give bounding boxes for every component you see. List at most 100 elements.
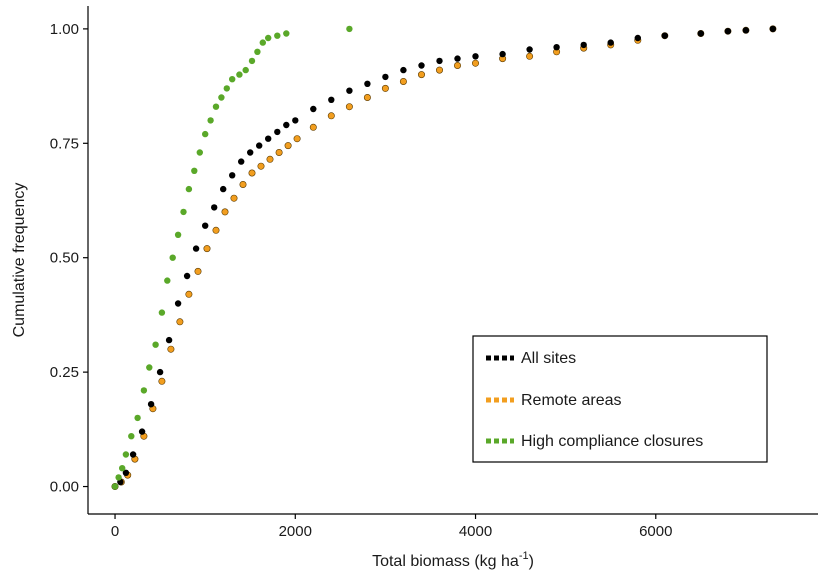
data-point-remote-areas <box>435 66 443 74</box>
data-point-remote-areas <box>176 318 184 326</box>
legend-item-remote-areas: Remote areas <box>486 392 622 409</box>
data-point-all-sites <box>382 73 389 81</box>
data-point-all-sites <box>183 272 191 280</box>
x-axis-title: Total biomass (kg ha-1) <box>372 550 534 570</box>
data-point-all-sites <box>310 105 317 113</box>
data-point-high-compliance-closures <box>223 85 230 92</box>
y-tick-label: 0.50 <box>50 250 79 267</box>
data-point-remote-areas <box>381 84 389 92</box>
data-point-remote-areas <box>266 155 274 163</box>
data-point-high-compliance-closures <box>248 57 256 65</box>
data-point-high-compliance-closures <box>242 66 249 74</box>
data-point-all-sites <box>328 96 335 104</box>
data-point-all-sites <box>156 368 164 376</box>
data-point-remote-areas <box>194 267 202 275</box>
data-point-all-sites <box>346 87 353 94</box>
data-point-high-compliance-closures <box>185 185 193 193</box>
y-tick-label: 0.00 <box>50 479 79 496</box>
data-point-high-compliance-closures <box>119 465 126 472</box>
data-point-high-compliance-closures <box>158 309 166 316</box>
data-point-high-compliance-closures <box>259 39 266 46</box>
legend-label-all-sites: All sites <box>521 350 576 367</box>
data-point-high-compliance-closures <box>254 48 261 55</box>
data-point-all-sites <box>661 32 668 39</box>
data-point-all-sites <box>174 300 182 307</box>
data-point-all-sites <box>238 158 245 165</box>
x-axis-title-main: Total biomass (kg ha <box>372 553 519 570</box>
data-point-remote-areas <box>526 52 534 60</box>
data-point-all-sites <box>436 57 443 65</box>
data-point-high-compliance-closures <box>169 254 176 261</box>
data-point-remote-areas <box>212 226 220 234</box>
data-point-all-sites <box>220 185 227 193</box>
data-point-high-compliance-closures <box>229 76 236 83</box>
data-point-all-sites <box>138 428 146 435</box>
data-point-high-compliance-closures <box>140 387 148 394</box>
data-point-all-sites <box>256 142 263 149</box>
y-tick-label: 0.25 <box>50 364 79 381</box>
data-point-all-sites <box>364 80 371 88</box>
data-point-high-compliance-closures <box>236 71 243 78</box>
data-point-all-sites <box>122 469 130 476</box>
data-point-all-sites <box>265 135 272 142</box>
data-point-high-compliance-closures <box>134 414 141 422</box>
data-point-remote-areas <box>293 135 301 143</box>
data-point-all-sites <box>292 117 299 124</box>
data-point-all-sites <box>742 27 750 34</box>
legend-label-remote-areas: Remote areas <box>521 392 622 409</box>
data-point-high-compliance-closures <box>274 32 281 39</box>
x-tick-label: 0 <box>111 523 119 540</box>
data-point-high-compliance-closures <box>212 103 220 110</box>
y-axis-ticks: 0.00 0.25 0.50 0.75 1.00 <box>50 21 88 496</box>
data-point-high-compliance-closures <box>196 149 203 156</box>
data-point-high-compliance-closures <box>115 474 122 481</box>
y-tick-label: 1.00 <box>50 21 79 38</box>
y-tick-label: 0.75 <box>50 135 79 152</box>
data-point-remote-areas <box>248 169 256 177</box>
data-point-high-compliance-closures <box>111 483 119 490</box>
data-point-high-compliance-closures <box>346 25 353 33</box>
data-point-all-sites <box>526 46 533 53</box>
data-point-remote-areas <box>471 59 479 67</box>
data-point-all-sites <box>147 401 155 408</box>
data-point-all-sites <box>634 34 641 42</box>
legend-box <box>472 335 768 463</box>
data-point-high-compliance-closures <box>265 34 272 42</box>
data-point-high-compliance-closures <box>202 130 209 138</box>
y-axis-title: Cumulative frequency <box>11 183 28 338</box>
data-point-all-sites <box>192 245 200 252</box>
data-point-all-sites <box>454 55 461 62</box>
legend: All sites Remote areas High compliance c… <box>472 335 768 463</box>
data-point-remote-areas <box>239 181 247 189</box>
legend-item-all-sites: All sites <box>486 350 576 367</box>
data-point-remote-areas <box>453 61 461 69</box>
data-point-remote-areas <box>284 142 292 150</box>
data-point-all-sites <box>400 66 407 74</box>
data-point-remote-areas <box>167 345 175 353</box>
data-point-high-compliance-closures <box>283 30 290 37</box>
data-point-remote-areas <box>327 112 335 120</box>
x-tick-label: 2000 <box>279 523 312 540</box>
data-point-all-sites <box>274 128 281 136</box>
data-point-high-compliance-closures <box>191 167 198 174</box>
data-point-all-sites <box>553 44 560 51</box>
legend-item-high-compliance-closures: High compliance closures <box>486 433 703 450</box>
data-point-all-sites <box>499 50 506 58</box>
series-high-compliance-closures <box>111 25 353 490</box>
data-point-remote-areas <box>185 290 193 298</box>
x-axis-title-superscript: -1 <box>519 550 529 562</box>
data-point-remote-areas <box>417 71 425 79</box>
series-all-sites <box>111 25 777 490</box>
data-point-all-sites <box>202 222 209 229</box>
data-point-remote-areas <box>399 78 407 86</box>
data-point-high-compliance-closures <box>207 117 214 124</box>
data-point-all-sites <box>607 39 614 46</box>
data-point-high-compliance-closures <box>152 341 159 348</box>
data-point-high-compliance-closures <box>174 231 182 238</box>
data-point-high-compliance-closures <box>122 451 130 458</box>
data-point-all-sites <box>418 62 425 69</box>
data-point-all-sites <box>769 25 777 33</box>
data-point-remote-areas <box>363 94 371 102</box>
data-point-remote-areas <box>257 162 265 170</box>
